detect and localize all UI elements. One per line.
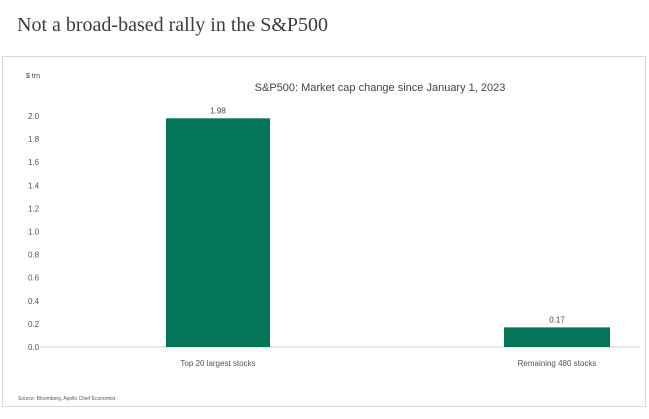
x-tick-labels: Top 20 largest stocks Remaining 480 stock… <box>180 359 596 368</box>
bar-data-labels: 1.98 0.17 <box>210 106 565 324</box>
y-tick-label: 0.6 <box>28 274 40 283</box>
chart-title: S&P500: Market cap change since January … <box>255 82 506 94</box>
page-title: Not a broad-based rally in the S&P500 <box>17 14 329 36</box>
y-tick-label: 0.2 <box>28 320 40 329</box>
y-axis-label: $ trn <box>26 73 40 80</box>
y-tick-label: 2.0 <box>28 112 40 121</box>
bars <box>166 118 610 347</box>
x-tick-label: Remaining 480 stocks <box>518 359 597 368</box>
y-tick-label: 0.4 <box>28 297 40 306</box>
y-tick-label: 1.6 <box>28 158 40 167</box>
y-tick-label: 0.8 <box>28 251 40 260</box>
bar <box>166 118 270 347</box>
bar <box>504 327 610 347</box>
chart-frame <box>2 56 646 407</box>
y-tick-label: 1.4 <box>28 181 40 190</box>
y-tick-labels: 0.0 0.2 0.4 0.6 0.8 1.0 1.2 1.4 1.6 1.8 2.0 <box>28 112 40 352</box>
source-note: Source: Bloomberg, Apollo Chief Economis… <box>18 396 117 402</box>
y-tick-label: 1.0 <box>28 228 40 237</box>
y-tick-label: 1.2 <box>28 204 40 213</box>
y-tick-label: 0.0 <box>28 343 40 352</box>
bar-data-label: 0.17 <box>549 315 565 324</box>
bar-data-label: 1.98 <box>210 106 226 115</box>
y-tick-label: 1.8 <box>28 135 40 144</box>
x-tick-label: Top 20 largest stocks <box>180 359 255 368</box>
